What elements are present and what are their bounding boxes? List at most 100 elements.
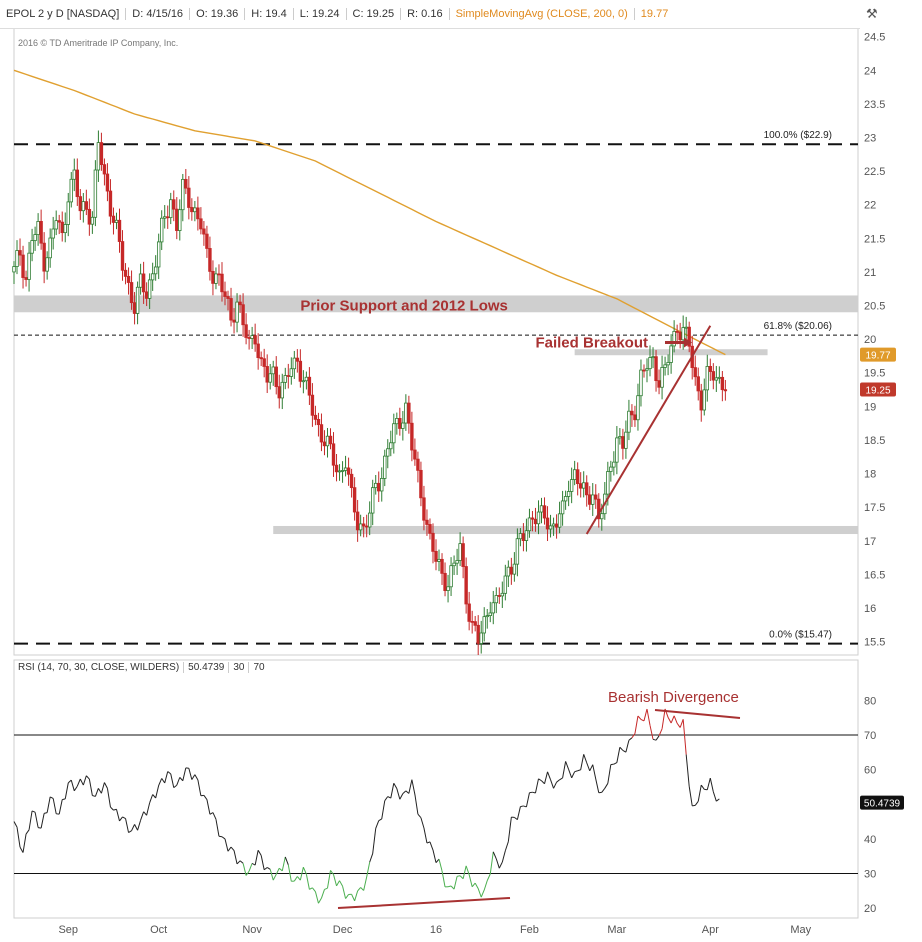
candle-body bbox=[328, 435, 333, 445]
candle-body bbox=[307, 376, 312, 396]
candle-body bbox=[304, 376, 309, 382]
rsi-segment bbox=[565, 761, 570, 770]
rsi-segment bbox=[100, 782, 105, 794]
candle-body bbox=[657, 380, 661, 388]
candle-body bbox=[223, 291, 227, 297]
rsi-segment bbox=[194, 774, 199, 781]
candle-body bbox=[108, 190, 113, 217]
rsi-segment bbox=[465, 865, 470, 875]
high-label: H: 19.4 bbox=[245, 8, 294, 20]
candle-body bbox=[220, 273, 224, 293]
rsi-segment bbox=[441, 870, 446, 887]
rsi-segment bbox=[676, 722, 681, 728]
candle-body bbox=[714, 377, 719, 381]
candle-body bbox=[539, 505, 544, 513]
candle-body bbox=[503, 575, 508, 594]
candle-body bbox=[512, 563, 517, 575]
rsi-segment bbox=[134, 824, 139, 831]
candle-body bbox=[563, 496, 568, 502]
candle-body bbox=[666, 362, 670, 366]
rsi-segment bbox=[486, 873, 491, 881]
candle-body bbox=[485, 615, 489, 618]
candle-body bbox=[398, 418, 402, 429]
candle-body bbox=[672, 330, 676, 347]
candle-body bbox=[247, 337, 251, 339]
rsi-segment bbox=[625, 740, 630, 753]
rsi-segment bbox=[38, 827, 42, 829]
rsi-segment bbox=[179, 777, 184, 782]
rsi-segment bbox=[106, 788, 111, 808]
rsi-segment bbox=[673, 715, 678, 724]
expand-tools-icon[interactable]: ⚒ bbox=[866, 6, 878, 21]
candle-body bbox=[530, 517, 535, 520]
candle-body bbox=[72, 169, 76, 180]
rsi-segment bbox=[34, 812, 39, 828]
rsi-segment bbox=[58, 799, 63, 815]
fib-label-1: 61.8% ($20.06) bbox=[764, 321, 832, 332]
rsi-label[interactable]: RSI (14, 70, 30, CLOSE, WILDERS) bbox=[14, 662, 185, 673]
candle-body bbox=[12, 266, 16, 273]
rsi-segment bbox=[372, 828, 377, 854]
candle-body bbox=[515, 538, 520, 565]
candle-body bbox=[582, 482, 586, 489]
rsi-segment bbox=[580, 754, 585, 770]
annotation-bearish-divergence: Bearish Divergence bbox=[608, 689, 739, 706]
rsi-segment bbox=[242, 863, 247, 876]
rsi-segment bbox=[116, 809, 120, 822]
rsi-segment bbox=[333, 874, 338, 887]
month-tick-Oct: Oct bbox=[150, 924, 167, 936]
rsi-segment bbox=[25, 829, 30, 835]
rsi-segment bbox=[152, 794, 157, 799]
rsi-segment bbox=[583, 754, 588, 763]
rsi-segment bbox=[312, 887, 316, 892]
candle-body bbox=[30, 240, 34, 254]
rsi-segment bbox=[94, 788, 99, 797]
rsi-segment bbox=[553, 781, 558, 789]
symbol-label[interactable]: EPOL 2 y D [NASDAQ] bbox=[0, 8, 127, 20]
rsi-segment bbox=[643, 708, 648, 722]
rsi-segment bbox=[381, 800, 386, 819]
candle-body bbox=[413, 449, 417, 460]
candle-body bbox=[18, 250, 22, 256]
candle-body bbox=[253, 335, 257, 345]
sma-label[interactable]: SimpleMovingAvg (CLOSE, 200, 0) bbox=[450, 8, 635, 20]
rsi-segment bbox=[679, 719, 684, 728]
rsi-axis-tick: 60 bbox=[864, 765, 876, 777]
rsi-segment bbox=[227, 846, 232, 852]
rsi-segment bbox=[197, 779, 202, 796]
candle-body bbox=[588, 494, 592, 505]
rsi-segment bbox=[254, 850, 259, 866]
candle-body bbox=[600, 513, 604, 520]
rsi-segment bbox=[212, 812, 217, 820]
rsi-segment bbox=[646, 708, 651, 726]
candle-body bbox=[66, 201, 70, 225]
fib-label-0: 100.0% ($22.9) bbox=[764, 130, 832, 141]
candle-body bbox=[431, 532, 435, 552]
price-axis-tick: 15.5 bbox=[864, 637, 885, 649]
candle-body bbox=[654, 356, 658, 382]
rsi-segment bbox=[13, 821, 18, 828]
rsi-segment bbox=[387, 796, 392, 799]
candle-body bbox=[196, 207, 200, 220]
rsi-segment bbox=[550, 779, 555, 789]
candle-body bbox=[410, 422, 414, 451]
rsi-segment bbox=[604, 783, 609, 789]
candle-body bbox=[208, 248, 212, 272]
bearish-divergence-line bbox=[654, 709, 741, 719]
candle-body bbox=[374, 482, 378, 489]
rsi-segment bbox=[369, 853, 374, 863]
rsi-segment bbox=[49, 796, 54, 799]
candle-body bbox=[575, 469, 580, 485]
candle-body bbox=[621, 436, 625, 449]
candle-body bbox=[705, 366, 709, 391]
candle-body bbox=[708, 366, 712, 372]
candle-body bbox=[75, 169, 79, 198]
candle-body bbox=[259, 357, 263, 360]
candle-body bbox=[280, 381, 284, 399]
candle-body bbox=[569, 479, 574, 492]
candle-body bbox=[627, 410, 631, 433]
candle-body bbox=[407, 402, 411, 424]
candle-body bbox=[120, 241, 125, 271]
candle-body bbox=[153, 266, 158, 275]
candle-body bbox=[446, 586, 450, 591]
